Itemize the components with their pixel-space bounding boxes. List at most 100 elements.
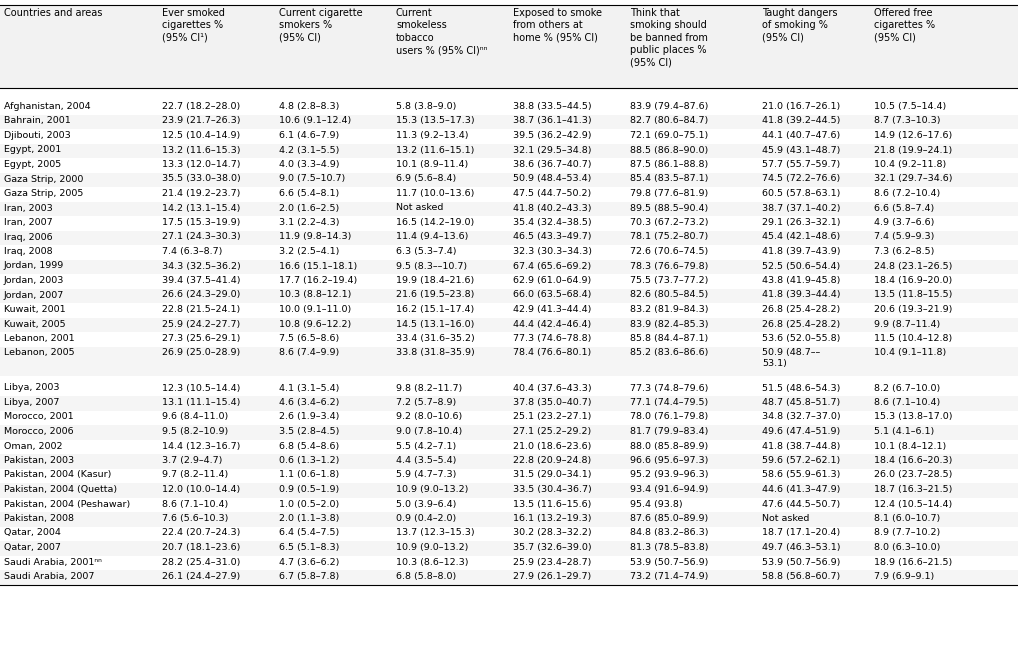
Text: 85.4 (83.5–87.1): 85.4 (83.5–87.1) <box>630 175 709 184</box>
Text: 13.5 (11.6–15.6): 13.5 (11.6–15.6) <box>513 500 591 509</box>
Text: 9.5 (8.3––10.7): 9.5 (8.3––10.7) <box>396 262 467 271</box>
Text: Jordan, 2007: Jordan, 2007 <box>4 291 64 299</box>
Text: 14.5 (13.1–16.0): 14.5 (13.1–16.0) <box>396 319 474 328</box>
Text: Saudi Arabia, 2007: Saudi Arabia, 2007 <box>4 572 95 581</box>
Bar <box>0 129 1018 143</box>
Text: 16.5 (14.2–19.0): 16.5 (14.2–19.0) <box>396 218 474 227</box>
Text: 6.4 (5.4–7.5): 6.4 (5.4–7.5) <box>279 528 339 537</box>
Bar <box>0 303 1018 317</box>
Text: Iran, 2007: Iran, 2007 <box>4 218 53 227</box>
Text: Afghanistan, 2004: Afghanistan, 2004 <box>4 102 91 111</box>
Text: 9.8 (8.2–11.7): 9.8 (8.2–11.7) <box>396 384 462 393</box>
Text: 41.8 (38.7–44.8): 41.8 (38.7–44.8) <box>762 441 841 450</box>
Bar <box>0 498 1018 512</box>
Text: 6.8 (5.4–8.6): 6.8 (5.4–8.6) <box>279 441 339 450</box>
Text: 22.4 (20.7–24.3): 22.4 (20.7–24.3) <box>162 528 240 537</box>
Text: 4.7 (3.6–6.2): 4.7 (3.6–6.2) <box>279 557 339 567</box>
Text: 83.2 (81.9–84.3): 83.2 (81.9–84.3) <box>630 305 709 314</box>
Text: 66.0 (63.5–68.4): 66.0 (63.5–68.4) <box>513 291 591 299</box>
Text: 73.2 (71.4–74.9): 73.2 (71.4–74.9) <box>630 572 709 581</box>
Bar <box>0 158 1018 173</box>
Text: 11.9 (9.8–14.3): 11.9 (9.8–14.3) <box>279 232 351 241</box>
Text: 87.5 (86.1–88.8): 87.5 (86.1–88.8) <box>630 160 709 169</box>
Text: 8.0 (6.3–10.0): 8.0 (6.3–10.0) <box>874 543 941 552</box>
Text: 25.9 (23.4–28.7): 25.9 (23.4–28.7) <box>513 557 591 567</box>
Bar <box>0 347 1018 376</box>
Text: 10.3 (8.8–12.1): 10.3 (8.8–12.1) <box>279 291 351 299</box>
Text: Pakistan, 2003: Pakistan, 2003 <box>4 456 74 465</box>
Text: 35.4 (32.4–38.5): 35.4 (32.4–38.5) <box>513 218 591 227</box>
Text: 35.7 (32.6–39.0): 35.7 (32.6–39.0) <box>513 543 591 552</box>
Text: 8.1 (6.0–10.7): 8.1 (6.0–10.7) <box>874 514 941 523</box>
Text: 87.6 (85.0–89.9): 87.6 (85.0–89.9) <box>630 514 709 523</box>
Text: 11.7 (10.0–13.6): 11.7 (10.0–13.6) <box>396 189 474 198</box>
Text: 3.7 (2.9–4.7): 3.7 (2.9–4.7) <box>162 456 222 465</box>
Text: 9.5 (8.2–10.9): 9.5 (8.2–10.9) <box>162 427 228 436</box>
Text: 82.6 (80.5–84.5): 82.6 (80.5–84.5) <box>630 291 709 299</box>
Text: 48.7 (45.8–51.7): 48.7 (45.8–51.7) <box>762 398 841 407</box>
Bar <box>0 541 1018 556</box>
Bar <box>0 396 1018 411</box>
Text: Not asked: Not asked <box>396 204 443 212</box>
Text: Lebanon, 2005: Lebanon, 2005 <box>4 349 74 358</box>
Text: 9.0 (7.8–10.4): 9.0 (7.8–10.4) <box>396 427 462 436</box>
Text: 4.6 (3.4–6.2): 4.6 (3.4–6.2) <box>279 398 339 407</box>
Text: 10.9 (9.0–13.2): 10.9 (9.0–13.2) <box>396 543 468 552</box>
Text: 10.0 (9.1–11.0): 10.0 (9.1–11.0) <box>279 305 351 314</box>
Text: 10.6 (9.1–12.4): 10.6 (9.1–12.4) <box>279 117 351 125</box>
Text: Ever smoked
cigarettes %
(95% CI¹): Ever smoked cigarettes % (95% CI¹) <box>162 8 225 43</box>
Text: 57.7 (55.7–59.7): 57.7 (55.7–59.7) <box>762 160 841 169</box>
Bar <box>0 332 1018 347</box>
Bar <box>0 570 1018 585</box>
Text: 53.6 (52.0–55.8): 53.6 (52.0–55.8) <box>762 334 841 343</box>
Text: 77.1 (74.4–79.5): 77.1 (74.4–79.5) <box>630 398 709 407</box>
Text: 17.5 (15.3–19.9): 17.5 (15.3–19.9) <box>162 218 240 227</box>
Text: 14.4 (12.3–16.7): 14.4 (12.3–16.7) <box>162 441 240 450</box>
Text: 78.4 (76.6–80.1): 78.4 (76.6–80.1) <box>513 349 591 358</box>
Text: 58.8 (56.8–60.7): 58.8 (56.8–60.7) <box>762 572 841 581</box>
Text: 21.0 (18.6–23.6): 21.0 (18.6–23.6) <box>513 441 591 450</box>
Bar <box>0 5 1018 88</box>
Text: 34.3 (32.5–36.2): 34.3 (32.5–36.2) <box>162 262 240 271</box>
Text: 75.5 (73.7–77.2): 75.5 (73.7–77.2) <box>630 276 709 285</box>
Text: 13.5 (11.8–15.5): 13.5 (11.8–15.5) <box>874 291 953 299</box>
Text: 81.7 (79.9–83.4): 81.7 (79.9–83.4) <box>630 427 709 436</box>
Text: Egypt, 2005: Egypt, 2005 <box>4 160 61 169</box>
Text: Bahrain, 2001: Bahrain, 2001 <box>4 117 70 125</box>
Text: 8.9 (7.7–10.2): 8.9 (7.7–10.2) <box>874 528 941 537</box>
Text: 13.7 (12.3–15.3): 13.7 (12.3–15.3) <box>396 528 474 537</box>
Text: 8.6 (7.4–9.9): 8.6 (7.4–9.9) <box>279 349 339 358</box>
Bar <box>0 512 1018 526</box>
Text: 21.8 (19.9–24.1): 21.8 (19.9–24.1) <box>874 145 953 154</box>
Text: 33.5 (30.4–36.7): 33.5 (30.4–36.7) <box>513 485 591 494</box>
Text: 21.0 (16.7–26.1): 21.0 (16.7–26.1) <box>762 102 841 111</box>
Text: 11.5 (10.4–12.8): 11.5 (10.4–12.8) <box>874 334 953 343</box>
Text: 27.9 (26.1–29.7): 27.9 (26.1–29.7) <box>513 572 591 581</box>
Text: Think that
smoking should
be banned from
public places %
(95% CI): Think that smoking should be banned from… <box>630 8 708 67</box>
Text: 13.3 (12.0–14.7): 13.3 (12.0–14.7) <box>162 160 240 169</box>
Text: 3.5 (2.8–4.5): 3.5 (2.8–4.5) <box>279 427 339 436</box>
Text: 10.8 (9.6–12.2): 10.8 (9.6–12.2) <box>279 319 351 328</box>
Text: 17.7 (16.2–19.4): 17.7 (16.2–19.4) <box>279 276 357 285</box>
Text: Qatar, 2004: Qatar, 2004 <box>4 528 61 537</box>
Text: 77.3 (74.6–78.8): 77.3 (74.6–78.8) <box>513 334 591 343</box>
Text: Kuwait, 2001: Kuwait, 2001 <box>4 305 65 314</box>
Text: Gaza Strip, 2005: Gaza Strip, 2005 <box>4 189 83 198</box>
Text: 50.9 (48.4–53.4): 50.9 (48.4–53.4) <box>513 175 591 184</box>
Text: 22.8 (20.9–24.8): 22.8 (20.9–24.8) <box>513 456 591 465</box>
Text: 38.7 (36.1–41.3): 38.7 (36.1–41.3) <box>513 117 591 125</box>
Text: 15.3 (13.8–17.0): 15.3 (13.8–17.0) <box>874 413 953 421</box>
Text: 9.0 (7.5–10.7): 9.0 (7.5–10.7) <box>279 175 345 184</box>
Bar <box>0 526 1018 541</box>
Text: Oman, 2002: Oman, 2002 <box>4 441 62 450</box>
Text: 12.5 (10.4–14.9): 12.5 (10.4–14.9) <box>162 131 240 140</box>
Text: 16.1 (13.2–19.3): 16.1 (13.2–19.3) <box>513 514 591 523</box>
Text: 12.4 (10.5–14.4): 12.4 (10.5–14.4) <box>874 500 953 509</box>
Text: 13.2 (11.6–15.3): 13.2 (11.6–15.3) <box>162 145 240 154</box>
Text: 85.2 (83.6–86.6): 85.2 (83.6–86.6) <box>630 349 709 358</box>
Text: 7.6 (5.6–10.3): 7.6 (5.6–10.3) <box>162 514 228 523</box>
Text: Pakistan, 2004 (Kasur): Pakistan, 2004 (Kasur) <box>4 471 111 480</box>
Text: Djibouti, 2003: Djibouti, 2003 <box>4 131 70 140</box>
Text: 38.8 (33.5–44.5): 38.8 (33.5–44.5) <box>513 102 591 111</box>
Text: 1.1 (0.6–1.8): 1.1 (0.6–1.8) <box>279 471 339 480</box>
